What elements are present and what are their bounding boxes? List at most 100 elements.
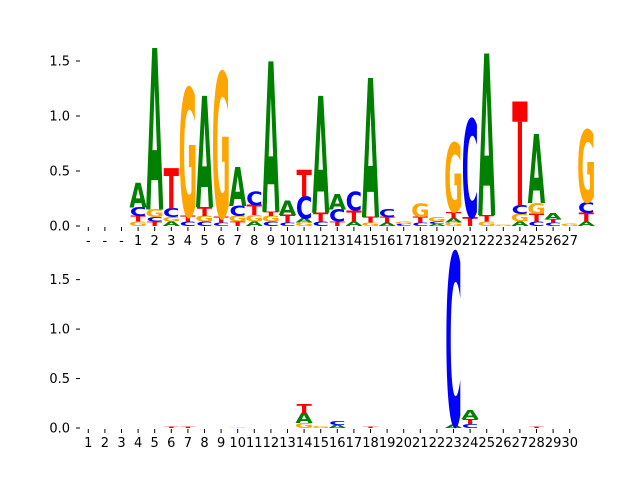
x-tick-label: 21: [412, 436, 429, 451]
x-tick-label: 2: [151, 234, 159, 249]
x-tick-label: 20: [395, 436, 412, 451]
logo-letter-G: G: [245, 214, 263, 225]
logo-letter-T: T: [363, 215, 379, 224]
logo-letter-T: T: [180, 214, 196, 223]
x-tick-label: 9: [267, 234, 275, 249]
y-tick-label: 0.0: [49, 422, 70, 437]
logo-letter-G: G: [428, 216, 446, 223]
logo-letter-G: G: [129, 220, 147, 227]
logo-letter-T: T: [512, 74, 527, 239]
x-tick-label: 16: [379, 234, 396, 249]
x-tick-label: 3: [167, 234, 175, 249]
x-tick-label: 21: [462, 234, 479, 249]
x-tick-label: 8: [200, 436, 208, 451]
logo-letter-G: G: [494, 225, 512, 227]
x-tick-label: 27: [512, 436, 529, 451]
x-tick-label: 28: [528, 436, 545, 451]
x-tick-label: 24: [462, 436, 479, 451]
logo-letter-C: C: [528, 220, 544, 227]
x-tick-label: 7: [234, 234, 242, 249]
logo-letter-C: C: [146, 216, 162, 223]
logo-letter-G: G: [295, 222, 313, 227]
y-tick-label: 1.5: [49, 55, 70, 70]
logo-letter-T: T: [379, 215, 395, 224]
logo-letter-C: C: [279, 222, 295, 227]
logo-letter-T: T: [296, 164, 312, 206]
logo-letter-A: A: [461, 408, 478, 422]
x-tick-label: 17: [346, 436, 363, 451]
logo-letter-C: C: [346, 186, 362, 217]
x-tick-label: 5: [200, 234, 208, 249]
logo-letter-T: T: [180, 427, 196, 429]
logo-panel-top: 0.00.51.01.5- - -1 2 3 4 5 6 7 8 9 10 11 12 13 14 15 16 17…: [49, 5, 595, 268]
x-tick-label: 22: [478, 234, 495, 249]
y-tick-label: 1.0: [49, 110, 70, 125]
logo-letter-A: A: [445, 424, 463, 429]
logo-letter-A: A: [528, 116, 545, 226]
logo-letter-C: C: [412, 222, 428, 227]
logo-letter-T: T: [529, 212, 544, 224]
x-tick-label: 10: [279, 234, 296, 249]
logo-letter-G: G: [477, 220, 495, 227]
logo-letter-T: T: [462, 215, 478, 229]
x-tick-label: 22: [429, 436, 446, 451]
logo-letter-T: T: [247, 203, 263, 219]
y-tick-label: 1.0: [49, 323, 70, 338]
logo-letter-A: A: [312, 66, 329, 252]
logo-letter-A: A: [295, 411, 313, 426]
logo-letter-C: C: [180, 220, 196, 227]
logo-letter-A: A: [478, 11, 495, 268]
logo-letter-A: A: [544, 211, 562, 222]
logo-letter-C: C: [312, 220, 328, 227]
logo-letter-T: T: [346, 207, 361, 225]
logo-letter-T: T: [130, 214, 146, 223]
x-tick-label: 7: [184, 436, 192, 451]
logo-letter-T: T: [413, 215, 429, 224]
logo-letter-G: G: [212, 35, 230, 265]
logo-letter-G: G: [179, 53, 197, 258]
x-tick-label: 12: [263, 436, 280, 451]
logo-letter-A: A: [146, 5, 163, 262]
logo-letter-G: G: [195, 214, 213, 223]
logo-letter-T: T: [579, 211, 595, 225]
x-tick-label: 13: [329, 234, 346, 249]
x-tick-label: 13: [279, 436, 296, 451]
logo-letter-A: A: [378, 222, 396, 227]
logo-letter-T: T: [529, 427, 545, 429]
logo-letter-G: G: [228, 214, 246, 223]
x-tick-label: 18: [362, 436, 379, 451]
logo-letter-A: A: [445, 217, 463, 224]
x-tick-label: 9: [217, 436, 225, 451]
logo-letter-G: G: [394, 221, 412, 225]
logo-letter-G: G: [311, 425, 329, 428]
logo-panel-bottom: 0.00.51.01.51 2 3 4 5 6 7 8 9 10 11 12 13 14 15 16 17 18 1…: [49, 205, 578, 480]
x-tick-label: 12: [312, 234, 329, 249]
logo-letter-G: G: [411, 200, 429, 221]
logo-letter-T: T: [280, 214, 295, 226]
logo-letter-T: T: [296, 402, 312, 416]
x-tick-label: 25: [528, 234, 545, 249]
logo-letter-G: G: [511, 212, 529, 224]
logo-letter-T: T: [462, 418, 478, 426]
logo-letter-T: T: [164, 157, 180, 221]
logo-letter-T: T: [197, 205, 213, 219]
logo-letter-C: C: [462, 423, 478, 429]
logo-letter-A: A: [229, 157, 247, 220]
x-tick-label: 11: [296, 234, 313, 249]
x-tick-label: 25: [478, 436, 495, 451]
x-tick-label: 23: [495, 234, 512, 249]
logo-letter-T: T: [230, 220, 246, 227]
y-tick-label: 1.5: [49, 273, 70, 288]
y-tick-label: 0.5: [49, 372, 70, 387]
logo-letter-A: A: [295, 217, 313, 224]
logo-letter-C: C: [379, 208, 395, 220]
x-tick-label: 2: [101, 436, 109, 451]
logo-letter-A: A: [329, 424, 347, 429]
logo-letter-T: T: [545, 218, 560, 223]
logo-letter-T: T: [263, 211, 279, 218]
logo-letter-T: T: [313, 211, 329, 225]
x-tick-label: 5: [151, 436, 159, 451]
x-tick-label: 15: [362, 234, 379, 249]
y-tick-label: 0.5: [49, 165, 70, 180]
logo-letter-C: C: [296, 191, 312, 226]
